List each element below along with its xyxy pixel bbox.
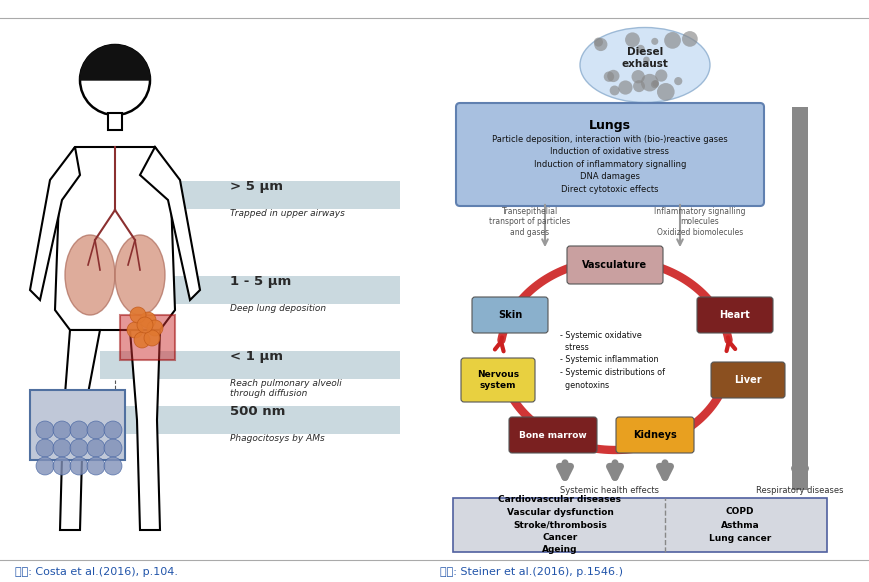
Text: 500 nm: 500 nm	[229, 405, 285, 418]
Text: Particle deposition, interaction with (bio-)reactive gases
Induction of oxidativ: Particle deposition, interaction with (b…	[492, 135, 727, 194]
Ellipse shape	[65, 235, 115, 315]
Circle shape	[134, 332, 149, 348]
Circle shape	[640, 74, 658, 91]
Circle shape	[594, 38, 607, 51]
Circle shape	[652, 80, 659, 87]
Circle shape	[70, 439, 88, 457]
Bar	[108, 113, 122, 130]
Circle shape	[624, 33, 639, 47]
Text: Transepithelial
transport of particles
and gases: Transepithelial transport of particles a…	[488, 207, 570, 237]
Circle shape	[70, 421, 88, 439]
Circle shape	[129, 307, 146, 323]
Text: Deep lung deposition: Deep lung deposition	[229, 304, 326, 313]
Text: < 1 μm: < 1 μm	[229, 350, 282, 363]
Circle shape	[609, 86, 619, 95]
Circle shape	[618, 80, 632, 95]
FancyBboxPatch shape	[615, 417, 693, 453]
Text: Respiratory diseases: Respiratory diseases	[755, 486, 843, 495]
Text: Heart: Heart	[719, 310, 749, 320]
Circle shape	[53, 439, 71, 457]
Bar	[100, 276, 400, 304]
FancyBboxPatch shape	[453, 498, 826, 552]
Text: - Systemic oxidative
  stress
- Systemic inflammation
- Systemic distributions o: - Systemic oxidative stress - Systemic i…	[560, 331, 665, 389]
Polygon shape	[140, 147, 200, 300]
Bar	[100, 181, 400, 209]
Text: Phagocitosys by AMs: Phagocitosys by AMs	[229, 434, 324, 443]
Circle shape	[607, 70, 619, 82]
Text: > 5 μm: > 5 μm	[229, 180, 282, 193]
Circle shape	[36, 421, 54, 439]
Circle shape	[663, 32, 680, 49]
Circle shape	[104, 439, 122, 457]
Circle shape	[594, 37, 602, 47]
Text: Liver: Liver	[733, 375, 761, 385]
Polygon shape	[55, 147, 175, 330]
Text: Systemic health effects: Systemic health effects	[560, 486, 659, 495]
Circle shape	[631, 70, 644, 83]
FancyBboxPatch shape	[461, 358, 534, 402]
Circle shape	[681, 31, 697, 47]
Text: Nervous
system: Nervous system	[476, 370, 519, 390]
Circle shape	[36, 457, 54, 475]
Circle shape	[140, 312, 156, 328]
Bar	[100, 351, 400, 379]
Text: Inflammatory signalling
molecules
Oxidized biomolecules: Inflammatory signalling molecules Oxidiz…	[653, 207, 745, 237]
FancyBboxPatch shape	[567, 246, 662, 284]
Circle shape	[127, 322, 143, 338]
Circle shape	[147, 320, 163, 336]
Circle shape	[87, 439, 105, 457]
FancyBboxPatch shape	[696, 297, 773, 333]
Text: Cardiovascular diseases
Vascular dysfunction
Stroke/thrombosis
Cancer
Ageing: Cardiovascular diseases Vascular dysfunc…	[498, 495, 620, 555]
Text: Bone marrow: Bone marrow	[519, 431, 587, 439]
Circle shape	[656, 83, 673, 101]
Wedge shape	[80, 45, 149, 80]
Ellipse shape	[580, 27, 709, 102]
Circle shape	[650, 80, 658, 88]
Bar	[120, 315, 175, 360]
FancyBboxPatch shape	[508, 417, 596, 453]
Circle shape	[654, 69, 667, 81]
Text: 자료: Steiner et al.(2016), p.1546.): 자료: Steiner et al.(2016), p.1546.)	[440, 567, 622, 577]
FancyBboxPatch shape	[710, 362, 784, 398]
Text: Diesel
exhaust: Diesel exhaust	[620, 47, 667, 69]
Circle shape	[144, 330, 160, 346]
Circle shape	[87, 421, 105, 439]
Circle shape	[603, 72, 614, 82]
Circle shape	[104, 457, 122, 475]
Circle shape	[80, 45, 149, 115]
Polygon shape	[129, 330, 160, 530]
Text: Kidneys: Kidneys	[633, 430, 676, 440]
Circle shape	[53, 457, 71, 475]
Polygon shape	[60, 330, 100, 530]
Circle shape	[136, 317, 153, 333]
FancyBboxPatch shape	[472, 297, 547, 333]
Text: Reach pulmonary alveoli
through diffusion: Reach pulmonary alveoli through diffusio…	[229, 379, 342, 399]
Circle shape	[104, 421, 122, 439]
Circle shape	[36, 439, 54, 457]
Circle shape	[87, 457, 105, 475]
Circle shape	[673, 77, 681, 85]
Circle shape	[651, 38, 658, 45]
Circle shape	[633, 80, 644, 92]
Polygon shape	[30, 147, 80, 300]
Text: Trapped in upper airways: Trapped in upper airways	[229, 209, 344, 218]
Circle shape	[642, 56, 649, 63]
Text: 1 - 5 μm: 1 - 5 μm	[229, 275, 291, 288]
Text: Lungs: Lungs	[588, 119, 630, 132]
Circle shape	[70, 457, 88, 475]
Circle shape	[636, 45, 644, 53]
Text: COPD
Asthma
Lung cancer: COPD Asthma Lung cancer	[708, 508, 770, 542]
Text: Skin: Skin	[497, 310, 521, 320]
Text: Vasculature: Vasculature	[581, 260, 647, 270]
Ellipse shape	[115, 235, 165, 315]
Bar	[791, 107, 807, 490]
Bar	[30, 390, 125, 460]
Bar	[100, 406, 400, 434]
Circle shape	[53, 421, 71, 439]
FancyBboxPatch shape	[455, 103, 763, 206]
Text: 자료: Costa et al.(2016), p.104.: 자료: Costa et al.(2016), p.104.	[15, 567, 178, 577]
